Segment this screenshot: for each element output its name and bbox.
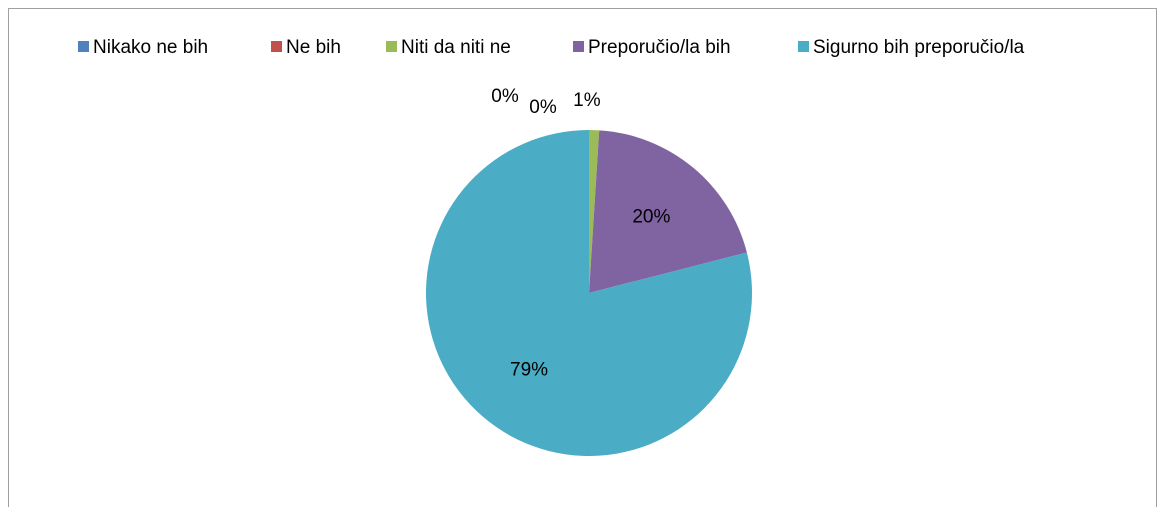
chart-border [8, 8, 1157, 512]
legend-label: Sigurno bih preporučio/la [813, 37, 1025, 58]
data-label: 79% [510, 359, 548, 380]
legend-swatch [573, 41, 584, 52]
legend-swatch [271, 41, 282, 52]
legend-swatch [78, 41, 89, 52]
legend-swatch [798, 41, 809, 52]
legend-label: Ne bih [286, 37, 341, 58]
legend-swatch [386, 41, 397, 52]
data-label: 0% [491, 86, 519, 107]
data-label: 20% [632, 207, 670, 228]
pie-slice [589, 130, 600, 293]
pie-slice [425, 130, 752, 456]
legend-label: Preporučio/la bih [588, 37, 731, 58]
data-label: 0% [529, 97, 557, 118]
data-label: 1% [573, 90, 601, 111]
legend-label: Niti da niti ne [401, 37, 511, 58]
pie-slice [589, 130, 747, 293]
legend-label: Nikako ne bih [93, 37, 208, 58]
